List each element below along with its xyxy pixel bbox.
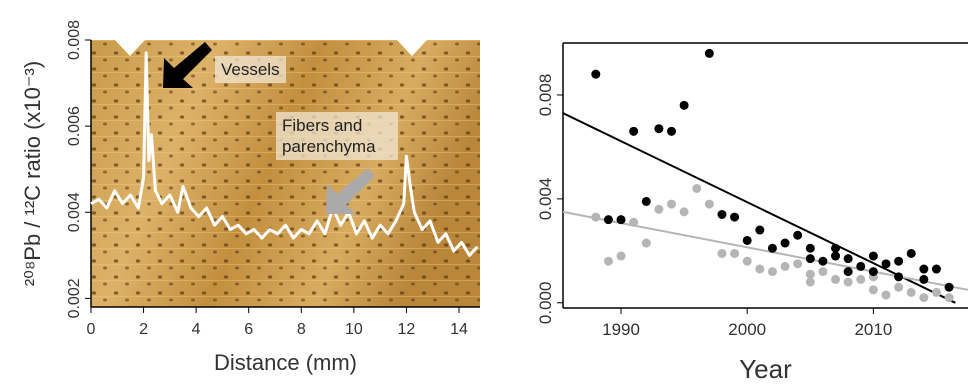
point <box>818 267 828 277</box>
point <box>919 264 929 274</box>
point <box>629 126 639 136</box>
y-tick-label: 0.002 <box>66 278 83 318</box>
point <box>919 293 929 303</box>
point <box>894 256 904 266</box>
point <box>641 238 651 248</box>
point <box>831 274 841 284</box>
point <box>805 277 815 287</box>
point <box>755 264 765 274</box>
y-tick-label: 0.004 <box>66 192 83 232</box>
point <box>831 243 841 253</box>
marker-triangle <box>397 40 427 56</box>
point <box>717 209 727 219</box>
point <box>667 126 677 136</box>
point <box>894 282 904 292</box>
x-tick-label: 2000 <box>728 320 766 339</box>
point <box>780 238 790 248</box>
x-tick-label: 2010 <box>854 320 892 339</box>
fiber-arrow <box>326 168 375 214</box>
point <box>931 287 941 297</box>
point <box>692 183 702 193</box>
x-tick-label: 10 <box>345 321 363 338</box>
point <box>616 251 626 261</box>
signal-line <box>90 51 479 257</box>
x-axis-label: Year <box>739 354 792 384</box>
point <box>831 251 841 261</box>
x-tick-label: 6 <box>244 321 253 338</box>
y-tick-label: 0.000 <box>536 282 555 325</box>
point <box>856 261 866 271</box>
x-tick-label: 0 <box>87 321 96 338</box>
point <box>742 235 752 245</box>
point <box>931 264 941 274</box>
point <box>868 267 878 277</box>
annotation: Fibers and parenchyma <box>276 112 398 160</box>
point <box>818 256 828 266</box>
point <box>793 230 803 240</box>
x-tick-label: 4 <box>192 321 201 338</box>
point <box>944 282 954 292</box>
point <box>881 259 891 269</box>
point <box>780 261 790 271</box>
point <box>919 274 929 284</box>
point <box>906 287 916 297</box>
point <box>767 243 777 253</box>
right-panel: 1990 2000 2010 0.000 0.004 0.008 Year <box>536 42 969 384</box>
vessel-arrow <box>163 42 212 88</box>
point <box>755 225 765 235</box>
point <box>654 204 664 214</box>
wood-texture <box>91 40 480 307</box>
x-tick-label: 12 <box>398 321 416 338</box>
point <box>667 199 677 209</box>
point <box>629 217 639 227</box>
point <box>603 256 613 266</box>
point <box>843 277 853 287</box>
point <box>717 248 727 258</box>
point <box>679 207 689 217</box>
point <box>616 215 626 225</box>
point <box>843 267 853 277</box>
y-tick-label: 0.004 <box>536 178 555 221</box>
annotation: Vessels <box>215 56 286 83</box>
point <box>793 259 803 269</box>
fit-line <box>562 112 956 304</box>
point <box>881 290 891 300</box>
y-axis-label: ²⁰⁸Pb / ¹²C ratio (x10⁻³) <box>20 61 45 286</box>
left-panel: 0 2 4 6 8 10 12 14 0.002 0.004 0.006 0.008 Distance … <box>20 20 480 375</box>
marker-triangle <box>115 40 145 56</box>
x-tick-label: 1990 <box>602 320 640 339</box>
x-tick-label: 14 <box>450 321 468 338</box>
point <box>641 196 651 206</box>
point <box>843 254 853 264</box>
point <box>805 254 815 264</box>
x-tick-label: 8 <box>297 321 306 338</box>
point <box>704 199 714 209</box>
x-tick-label: 2 <box>139 321 148 338</box>
point <box>805 269 815 279</box>
x-axis-label: Distance (mm) <box>214 350 357 375</box>
y-tick-label: 0.006 <box>66 106 83 146</box>
point <box>654 124 664 134</box>
point <box>742 256 752 266</box>
point <box>868 251 878 261</box>
point <box>591 69 601 79</box>
point <box>730 212 740 222</box>
point <box>767 267 777 277</box>
y-tick-label: 0.008 <box>536 74 555 117</box>
point <box>805 243 815 253</box>
y-tick-label: 0.008 <box>66 20 83 60</box>
point <box>868 285 878 295</box>
point <box>704 48 714 58</box>
point <box>906 248 916 258</box>
point <box>679 100 689 110</box>
point <box>730 248 740 258</box>
fit-line <box>562 210 969 291</box>
point <box>894 272 904 282</box>
point <box>856 274 866 284</box>
point <box>944 293 954 303</box>
point <box>603 215 613 225</box>
point <box>591 212 601 222</box>
